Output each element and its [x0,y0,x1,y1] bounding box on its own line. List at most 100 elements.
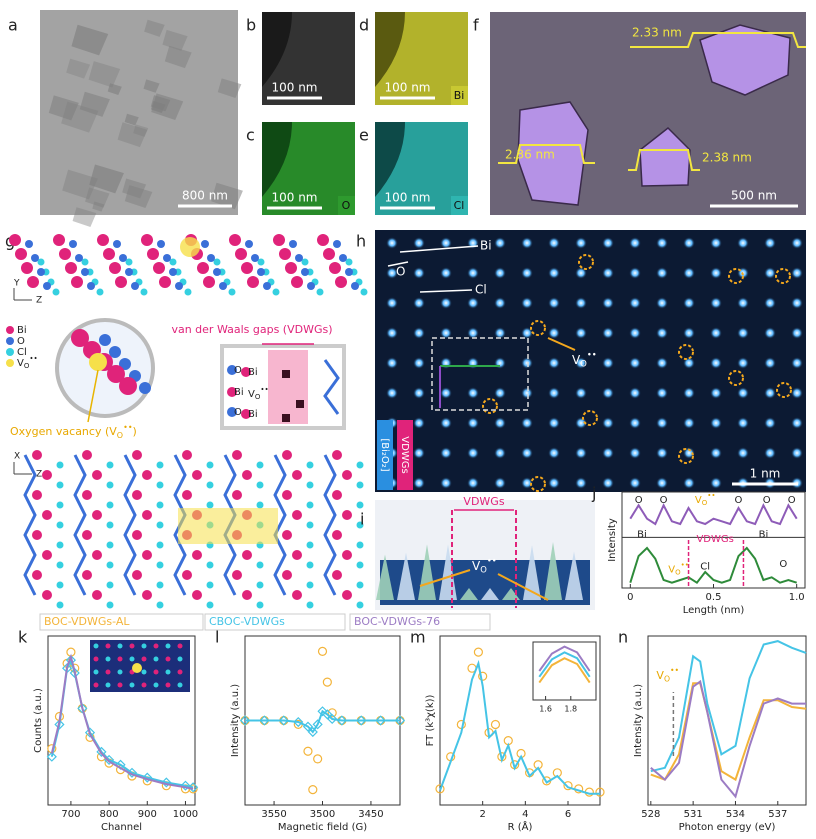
atom-column [629,357,641,369]
vacancy-site [89,353,107,371]
atom-column [548,327,560,339]
atom [165,669,171,675]
atom-column [602,357,614,369]
x-tick-label: 700 [61,809,80,820]
atom-o [263,282,271,290]
atom-column [467,477,479,489]
nanosheet [89,164,124,194]
atom-column [683,237,695,249]
atom-column [737,297,749,309]
atom-o [157,240,165,248]
atom-bi [285,262,297,274]
atom-column [791,357,803,369]
x-tick-label: 1.0 [789,592,805,603]
data-point [293,716,304,728]
atom-column [656,267,668,279]
atom-column [575,477,587,489]
gap-lines [687,540,745,588]
atom-o [251,254,259,262]
x-tick-label: 4 [522,809,528,820]
atom-o [257,268,265,276]
nanosheet [66,58,91,79]
atom-bi [32,450,42,460]
atom-bi [53,234,65,246]
atom-column [521,417,533,429]
atom-cl [306,521,314,529]
legend-label: BOC-VDWGs-76 [354,615,440,628]
atom-bi [182,450,192,460]
atom-o [25,240,33,248]
atom-column [710,477,722,489]
intensity-peak [544,541,562,600]
panel-letter: m [410,628,426,647]
atom-o [175,282,183,290]
atom-column [683,267,695,279]
atom-bi [241,262,253,274]
atom-column [494,447,506,459]
data-point [490,719,501,730]
atom-cl [306,481,314,489]
atom-bi [141,234,153,246]
atom-bi [192,550,202,560]
atom-cl [360,288,368,296]
data-point [61,663,73,674]
legend-atom [6,348,14,356]
y-axis-label: Counts (a.u.) [33,688,44,753]
atom-bi [92,590,102,600]
atom-bi [329,262,341,274]
intensity-peak [481,588,499,600]
atom-bi [282,570,292,580]
layer-bar [377,420,393,490]
atom-bi [32,570,42,580]
atom-column [602,297,614,309]
atom-column [656,237,668,249]
atom-cl [306,601,314,609]
atom-column [710,327,722,339]
atom-column [710,237,722,249]
atom-cl [206,561,214,569]
atom-bi [242,470,252,480]
atom-bi [115,276,127,288]
layer-label: [Bi₂O₂] [379,438,390,471]
nanosheet [79,91,110,117]
atom-cl [306,541,314,549]
atom-cl [316,288,324,296]
legend-label: Cl [17,347,27,358]
nanosheet [162,29,188,51]
atom-bi [235,248,247,260]
atom [93,669,99,675]
label: VDWGs [696,534,733,545]
atom-column [413,447,425,459]
atom-column [413,357,425,369]
atom-cl [156,461,164,469]
atom-column [440,327,452,339]
data-point [239,715,251,726]
atom-bi [182,570,192,580]
atom-column [602,447,614,459]
atom-o [301,268,309,276]
atom-o [163,254,171,262]
atom-column [575,357,587,369]
atom-bi [247,276,259,288]
element-tag [451,196,468,215]
atom-label: O [234,365,242,376]
atom [153,656,159,662]
label: O [779,559,787,570]
atom-cl [106,501,114,509]
nanosheet [92,201,105,212]
cl-site [282,370,290,378]
atom-o [99,334,111,346]
atom-column [521,447,533,459]
scale-bar-label: 100 nm [384,191,430,205]
atom-column [764,327,776,339]
atom-cl [272,288,280,296]
atom-column [575,297,587,309]
atom-cl [306,561,314,569]
data-point [312,719,323,730]
atom-bi [15,248,27,260]
atom-cl [356,501,364,509]
eds-signal [262,12,355,105]
atom-bi [342,510,352,520]
caption-text: ) [133,425,137,438]
